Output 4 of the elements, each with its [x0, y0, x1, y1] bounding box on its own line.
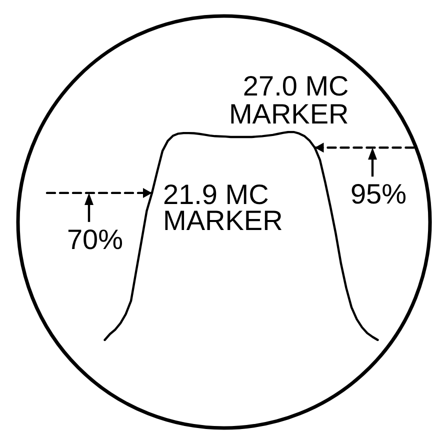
annotation: 70% [66, 224, 124, 255]
annotation: 95% [350, 178, 407, 210]
text: 27.0 MC MARKER [228, 70, 349, 130]
annotation: 21.9 MC MARKER [163, 178, 283, 236]
